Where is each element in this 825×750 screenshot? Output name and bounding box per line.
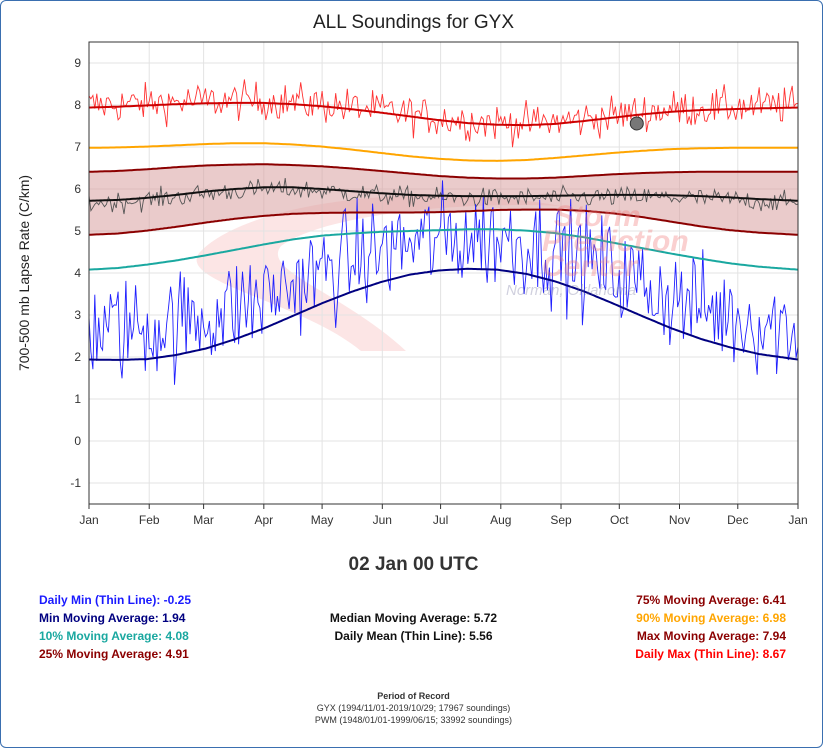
y-tick-label: 4 [74,266,81,280]
x-tick-label: Jul [433,513,448,527]
min-moving-average-line [89,267,798,361]
y-tick-label: 7 [74,140,81,154]
x-tick-label: Oct [610,513,629,527]
lapse-rate-chart[interactable]: -1 0 1 2 3 4 5 6 7 8 9 Jan Feb Mar Apr May Jun Jul Aug Sep… [1,1,823,561]
plot-border [88,41,799,505]
y-tick-label: 6 [74,182,81,196]
y-tick-label: 8 [74,98,81,112]
p75-moving-average-line [89,163,798,180]
median-moving-average-line [89,186,798,202]
x-tick-label: Mar [193,513,214,527]
x-axis-ticks: Jan Feb Mar Apr May Jun Jul Aug Sep Oct Nov Dec Jan [79,504,808,527]
y-axis-ticks: -1 0 1 2 3 4 5 6 7 8 9 [70,56,81,490]
watermark-swoosh [196,195,561,351]
y-tick-label: 3 [74,308,81,322]
stat-90pct-moving-average: 90% Moving Average: 6.98 [636,611,786,625]
record-pwm: PWM (1948/01/01-1999/06/15; 33992 soundi… [314,715,513,725]
stat-10pct-moving-average: 10% Moving Average: 4.08 [39,629,189,643]
y-tick-label: 1 [74,392,81,406]
y-tick-label: 9 [74,56,81,70]
max-moving-average-line [89,101,798,127]
chart-title: ALL Soundings for GYX [312,12,515,33]
x-tick-label: Dec [727,513,748,527]
record-gyx: GYX (1994/11/01-2019/10/29; 17967 soundi… [316,703,511,713]
stat-daily-max: Daily Max (Thin Line): 8.67 [635,647,786,661]
y-tick-label: 2 [74,350,81,364]
x-tick-label: Nov [669,513,690,527]
record-header: Period of Record [377,691,450,701]
stat-median-moving-average: Median Moving Average: 5.72 [329,611,498,625]
daily-max-line [89,79,798,148]
watermark-logo [196,195,561,351]
stat-max-moving-average: Max Moving Average: 7.94 [636,629,786,643]
x-tick-label: Sep [550,513,572,527]
x-tick-label: Jun [373,513,392,527]
period-of-record: Period of Record GYX (1994/11/01-2019/10… [1,690,822,726]
x-tick-label: Feb [139,513,160,527]
series-layer [89,79,798,385]
x-tick-label: May [311,513,334,527]
p10-moving-average-line [89,228,798,271]
y-tick-label: -1 [70,476,81,490]
hover-marker[interactable] [629,116,644,131]
x-tick-label: Jan [788,513,807,527]
stat-25pct-moving-average: 25% Moving Average: 4.91 [39,647,189,661]
stat-75pct-moving-average: 75% Moving Average: 6.41 [636,593,786,607]
y-axis-label: 700-500 mb Lapse Rate (C/km) [16,175,32,371]
p25-moving-average-line [89,208,798,236]
stat-daily-mean: Daily Mean (Thin Line): 5.56 [334,629,493,643]
x-tick-label: Aug [490,513,511,527]
y-tick-label: 0 [74,434,81,448]
x-tick-label: Apr [254,513,273,527]
daily-min-line [89,180,798,385]
x-tick-label: Jan [79,513,98,527]
y-tick-label: 5 [74,224,81,238]
stat-min-moving-average: Min Moving Average: 1.94 [39,611,186,625]
stat-daily-min: Daily Min (Thin Line): -0.25 [39,593,192,607]
selected-date: 02 Jan 00 UTC [348,554,479,575]
p90-moving-average-line [89,142,798,162]
